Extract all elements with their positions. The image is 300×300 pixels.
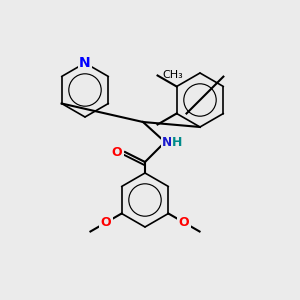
Text: N: N bbox=[162, 136, 172, 148]
Text: O: O bbox=[179, 216, 189, 229]
Text: O: O bbox=[101, 216, 111, 229]
Text: CH₃: CH₃ bbox=[163, 70, 183, 80]
Text: O: O bbox=[112, 146, 122, 158]
Text: N: N bbox=[79, 56, 91, 70]
Text: H: H bbox=[172, 136, 182, 148]
